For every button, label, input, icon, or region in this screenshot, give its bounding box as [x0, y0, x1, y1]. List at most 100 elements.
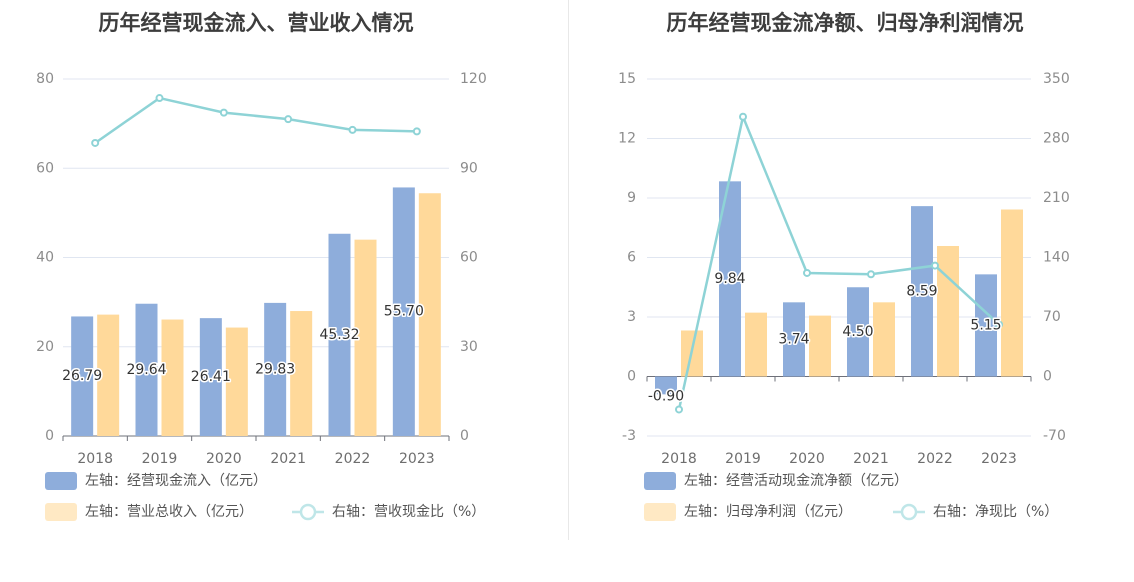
legend-label: 左轴：归母净利润（亿元）	[684, 503, 852, 520]
x-axis-tick-label: 2021	[853, 451, 889, 467]
bar-data-label: 3.74	[778, 331, 809, 347]
x-axis-tick-label: 2023	[981, 451, 1017, 467]
bar-series-2	[873, 302, 895, 377]
bar-data-label: 26.79	[62, 368, 102, 384]
left-axis-tick-label: 15	[618, 71, 636, 87]
ratio-point	[739, 112, 747, 121]
ratio-point	[995, 320, 1003, 329]
bar-series-2	[937, 245, 959, 377]
legend-swatch	[45, 503, 77, 521]
right-axis-tick-label: 210	[1043, 190, 1070, 206]
legend-item[interactable]: 左轴：经营现金流入（亿元）	[45, 472, 267, 490]
x-axis-tick-label: 2020	[206, 451, 242, 467]
legend-item[interactable]: 左轴：营业总收入（亿元）	[45, 503, 253, 521]
x-axis-tick-label: 2023	[399, 451, 435, 467]
ratio-point	[867, 270, 875, 279]
ratio-point	[931, 261, 939, 270]
x-axis-tick-label: 2018	[77, 451, 113, 467]
bar-data-label: 26.41	[191, 369, 231, 385]
legend-item[interactable]: 左轴：经营活动现金流净额（亿元）	[644, 472, 908, 490]
bar-series-2	[1001, 209, 1023, 377]
left-axis-tick-label: 3	[627, 309, 636, 325]
bar-series-1	[655, 376, 677, 395]
left-axis-tick-label: 40	[36, 250, 54, 266]
bar-data-label: 5.15	[970, 317, 1001, 333]
bar-series-2	[354, 239, 377, 436]
bar-series-1	[719, 181, 741, 377]
x-axis-tick-label: 2018	[661, 451, 697, 467]
bar-series-1	[847, 287, 869, 377]
bar-series-2	[809, 315, 831, 377]
legend-label: 右轴：营收现金比（%）	[332, 504, 485, 520]
x-axis-tick-label: 2019	[142, 451, 178, 467]
bar-series-1	[975, 274, 997, 377]
right-axis-tick-label: 60	[460, 250, 478, 266]
bar-data-label: 45.32	[319, 327, 359, 343]
legend-circle-swatch	[299, 503, 317, 521]
bar-data-label: 29.83	[255, 361, 295, 377]
right-axis-tick-label: 90	[460, 160, 478, 176]
bar-series-2	[418, 193, 441, 436]
ratio-point	[412, 127, 421, 136]
bar-data-label: 9.84	[714, 271, 745, 287]
bar-series-1	[264, 302, 287, 436]
ratio-point	[91, 138, 100, 147]
ratio-point	[219, 108, 228, 117]
right-axis-tick-label: 0	[460, 428, 469, 444]
bar-series-2	[97, 314, 120, 436]
left-axis-tick-label: 60	[36, 160, 54, 176]
legend-item[interactable]: 右轴：净现比（%）	[893, 503, 1058, 521]
right-axis-tick-label: -70	[1043, 428, 1066, 444]
x-axis-tick-label: 2019	[725, 451, 761, 467]
right-axis-tick-label: 140	[1043, 250, 1070, 266]
bar-series-2	[745, 312, 767, 377]
chart-title: 历年经营现金流入、营业收入情况	[99, 11, 414, 35]
panel-divider	[568, 0, 569, 540]
bar-series-1	[71, 316, 94, 436]
legend-label: 左轴：营业总收入（亿元）	[85, 504, 253, 520]
legend-swatch	[644, 503, 676, 521]
legend-label: 左轴：经营活动现金流净额（亿元）	[684, 473, 908, 489]
bar-data-label: 8.59	[906, 283, 937, 299]
left-axis-tick-label: 80	[36, 71, 54, 87]
left-axis-tick-label: 0	[45, 428, 54, 444]
bar-series-1	[199, 318, 222, 436]
ratio-point	[284, 115, 293, 124]
ratio-line	[94, 96, 417, 144]
right-axis-tick-label: 30	[460, 339, 478, 355]
legend-swatch	[644, 472, 676, 490]
legend-item[interactable]: 右轴：营收现金比（%）	[292, 503, 485, 521]
x-axis-tick-label: 2022	[335, 451, 371, 467]
chart-panel-1: 历年经营现金流入、营业收入情况 0 0 20 30 40 60 60 90 80 120 2018 20…	[36, 11, 487, 521]
legend-item[interactable]: 左轴：归母净利润（亿元）	[644, 503, 852, 521]
bar-series-1	[392, 187, 415, 436]
chart-title: 历年经营现金流净额、归母净利润情况	[667, 11, 1024, 35]
x-axis-tick-label: 2022	[917, 451, 953, 467]
bar-series-2	[290, 311, 313, 436]
bar-series-1	[911, 206, 933, 377]
ratio-line	[677, 112, 1000, 410]
left-axis-tick-label: 0	[627, 369, 636, 385]
right-axis-tick-label: 280	[1043, 131, 1070, 147]
bar-series-2	[161, 319, 184, 436]
right-axis-tick-label: 350	[1043, 71, 1070, 87]
ratio-point	[675, 405, 683, 414]
legend-label: 左轴：经营现金流入（亿元）	[85, 473, 267, 489]
ratio-point	[803, 268, 811, 277]
x-axis-tick-label: 2021	[270, 451, 306, 467]
left-axis-tick-label: -3	[622, 428, 636, 444]
bar-series-1	[328, 233, 351, 436]
bar-data-label: -0.90	[648, 388, 684, 404]
bar-data-label: 55.70	[384, 304, 424, 320]
legend-swatch	[45, 472, 77, 490]
right-axis-tick-label: 120	[460, 71, 487, 87]
left-axis-tick-label: 20	[36, 339, 54, 355]
left-axis-tick-label: 9	[627, 190, 636, 206]
left-axis-tick-label: 12	[618, 131, 636, 147]
ratio-point	[155, 94, 164, 103]
bar-series-2	[225, 327, 248, 436]
chart-panel-2: 历年经营现金流净额、归母净利润情况 -3 -70 0 0 3 70 6 140 9 210 12 280…	[618, 11, 1070, 521]
bar-data-label: 4.50	[842, 324, 873, 340]
legend-label: 右轴：净现比（%）	[933, 504, 1058, 520]
